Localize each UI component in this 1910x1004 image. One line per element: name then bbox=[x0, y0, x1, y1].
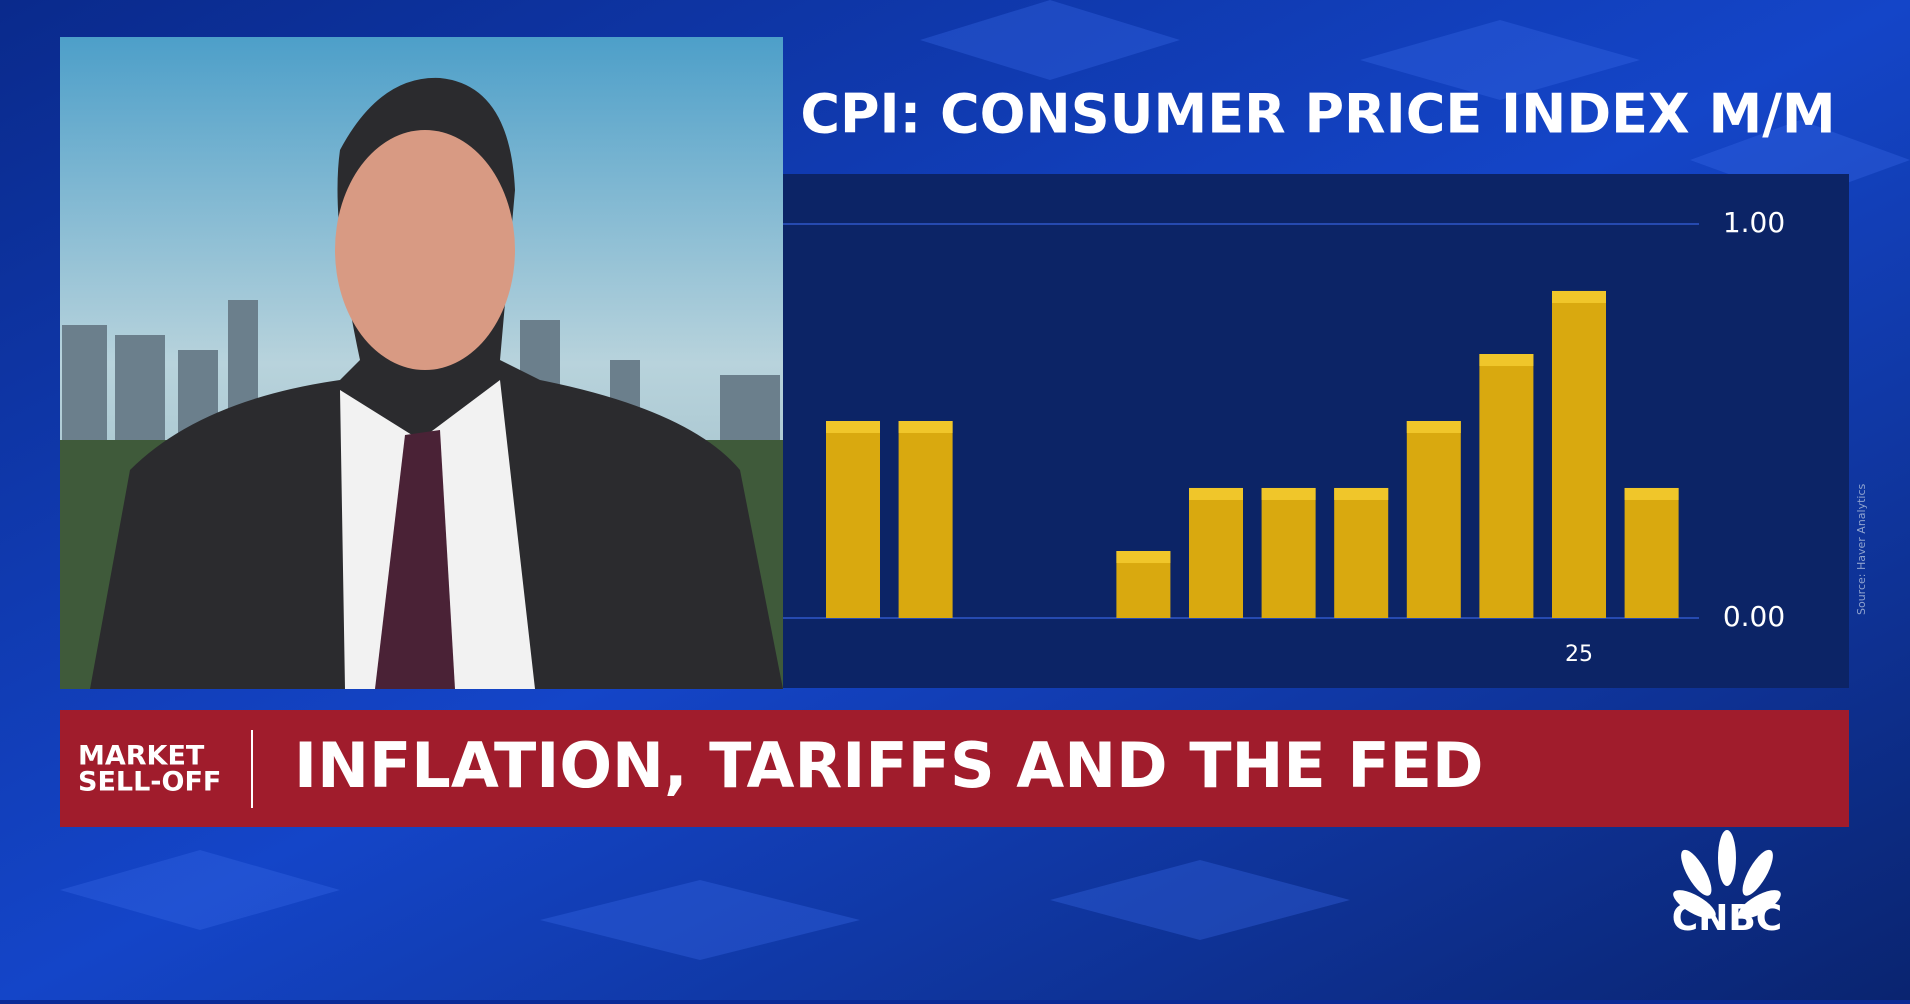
bar-cap bbox=[826, 421, 880, 433]
bar bbox=[1261, 487, 1316, 618]
chart-title: CPI: CONSUMER PRICE INDEX M/M bbox=[800, 83, 1835, 146]
y-tick-label: 1.00 bbox=[1723, 206, 1785, 239]
y-tick-label: 0.00 bbox=[1723, 600, 1785, 633]
bar bbox=[1552, 290, 1606, 618]
banner-tag: MARKET bbox=[78, 741, 205, 772]
bar bbox=[1479, 354, 1534, 618]
bar-cap bbox=[1334, 487, 1389, 500]
banner-tag: SELL-OFF bbox=[78, 767, 221, 798]
bar-cap bbox=[1624, 487, 1679, 500]
x-tick-label: 25 bbox=[1565, 642, 1593, 667]
banner bbox=[60, 710, 1849, 827]
bar-cap bbox=[1261, 487, 1316, 500]
bar bbox=[898, 421, 953, 618]
bar-cap bbox=[1479, 354, 1534, 367]
bar bbox=[1406, 421, 1461, 618]
logo-peacock bbox=[1673, 830, 1781, 919]
chart: 0.00 1.00 25 bbox=[783, 206, 1785, 667]
source-note: Source: Haver Analytics bbox=[1855, 483, 1868, 615]
bar bbox=[1334, 487, 1389, 618]
bar-cap bbox=[1189, 487, 1243, 500]
bar bbox=[1624, 487, 1679, 618]
bar-cap bbox=[1552, 290, 1606, 303]
headline: INFLATION, TARIFFS AND THE FED bbox=[294, 729, 1484, 802]
bar-cap bbox=[898, 421, 953, 433]
video-feed bbox=[60, 37, 783, 689]
bar-cap bbox=[1406, 421, 1461, 433]
bar bbox=[826, 421, 880, 618]
bar-cap bbox=[1116, 551, 1171, 564]
logo-text: CNBC bbox=[1672, 898, 1782, 939]
bar bbox=[1189, 487, 1243, 618]
